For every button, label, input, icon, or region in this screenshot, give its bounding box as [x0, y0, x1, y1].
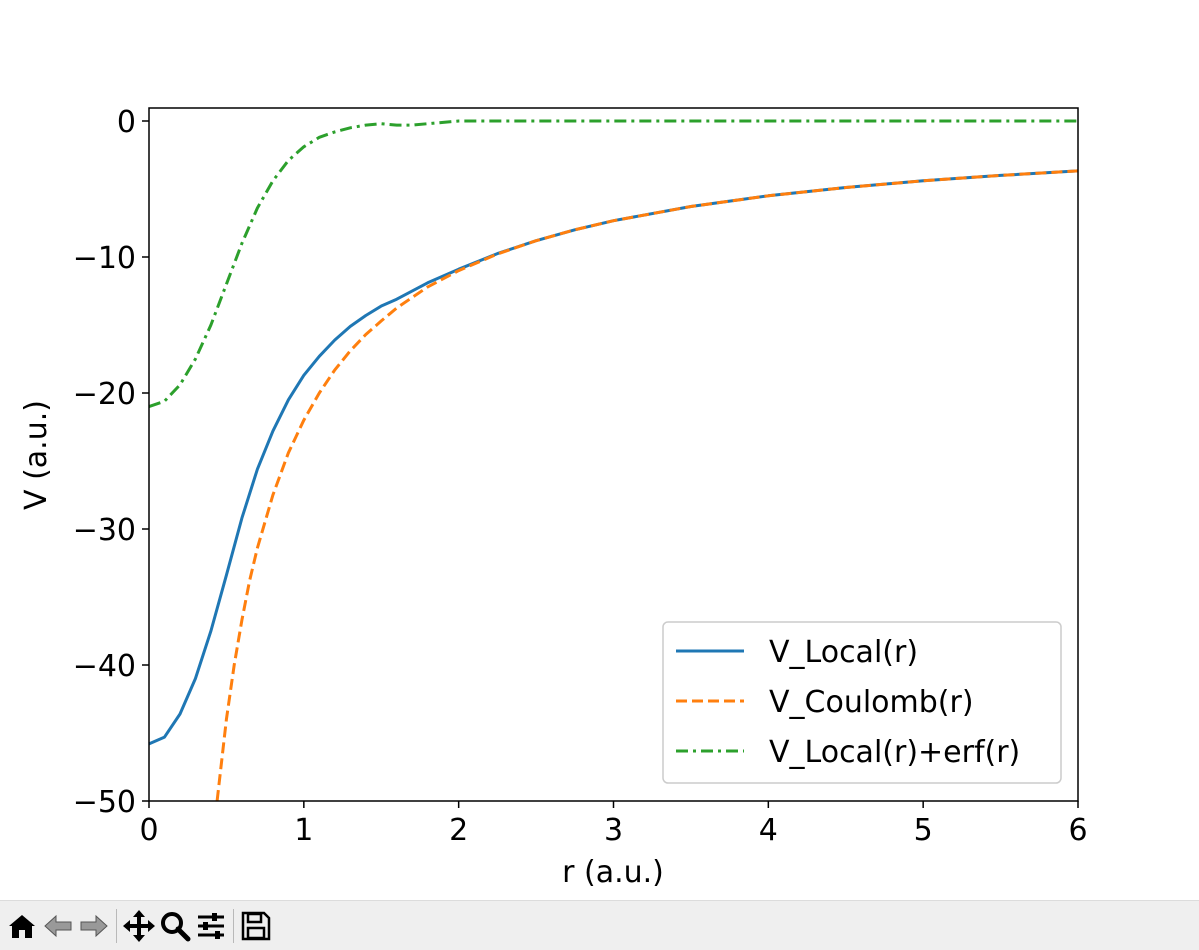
figure: 0 1 2 3 4 5 6 0 −10 −20 −30 −40 −50 r (a.u.) V (a.u… [19, 105, 1088, 890]
pan-button[interactable] [121, 906, 157, 946]
configure-icon [198, 912, 224, 939]
x-tick-label: 2 [449, 813, 468, 848]
y-tick-label: 0 [117, 105, 136, 140]
home-icon [9, 914, 35, 938]
legend: V_Local(r) V_Coulomb(r) V_Local(r)+erf(r) [662, 621, 1062, 784]
x-ticks: 0 1 2 3 4 5 6 [139, 801, 1088, 848]
y-tick-label: −10 [73, 241, 136, 276]
x-tick-label: 0 [139, 813, 158, 848]
zoom-icon [161, 911, 191, 941]
y-tick-label: −30 [73, 513, 136, 548]
y-ticks: 0 −10 −20 −30 −40 −50 [73, 105, 149, 820]
chart: 0 1 2 3 4 5 6 0 −10 −20 −30 −40 −50 r (a.u.) V (a.u… [19, 105, 1088, 890]
series-line-3 [148, 119, 1078, 409]
y-tick-label: −20 [73, 377, 136, 412]
zoom-button[interactable] [157, 906, 193, 946]
x-axis-label: r (a.u.) [562, 855, 664, 890]
x-tick-label: 4 [759, 813, 778, 848]
configure-subplots-button[interactable] [193, 906, 229, 946]
legend-box [662, 621, 1062, 784]
y-axis-label: V (a.u.) [19, 400, 54, 510]
x-tick-label: 1 [294, 813, 313, 848]
back-icon [44, 914, 72, 937]
legend-entries: V_Local(r) V_Coulomb(r) V_Local(r)+erf(r) [676, 635, 1020, 770]
forward-button[interactable] [76, 906, 112, 946]
navigation-toolbar [0, 900, 1199, 950]
toolbar-separator [233, 908, 234, 943]
series-line-1 [148, 169, 1079, 746]
legend-label: V_Local(r) [769, 635, 918, 670]
x-tick-label: 6 [1068, 813, 1087, 848]
y-tick-label: −40 [73, 649, 136, 684]
home-button[interactable] [4, 906, 40, 946]
legend-label: V_Local(r)+erf(r) [769, 735, 1020, 770]
y-tick-label: −50 [73, 785, 136, 820]
series-layer [148, 119, 1079, 802]
back-button[interactable] [40, 906, 76, 946]
pan-icon [123, 909, 155, 942]
forward-icon [80, 914, 108, 937]
save-button[interactable] [238, 906, 274, 946]
toolbar-separator [116, 908, 117, 943]
x-tick-label: 3 [604, 813, 623, 848]
series-line-2 [215, 169, 1079, 802]
legend-label: V_Coulomb(r) [769, 685, 974, 720]
save-icon [241, 911, 271, 940]
x-tick-label: 5 [914, 813, 933, 848]
